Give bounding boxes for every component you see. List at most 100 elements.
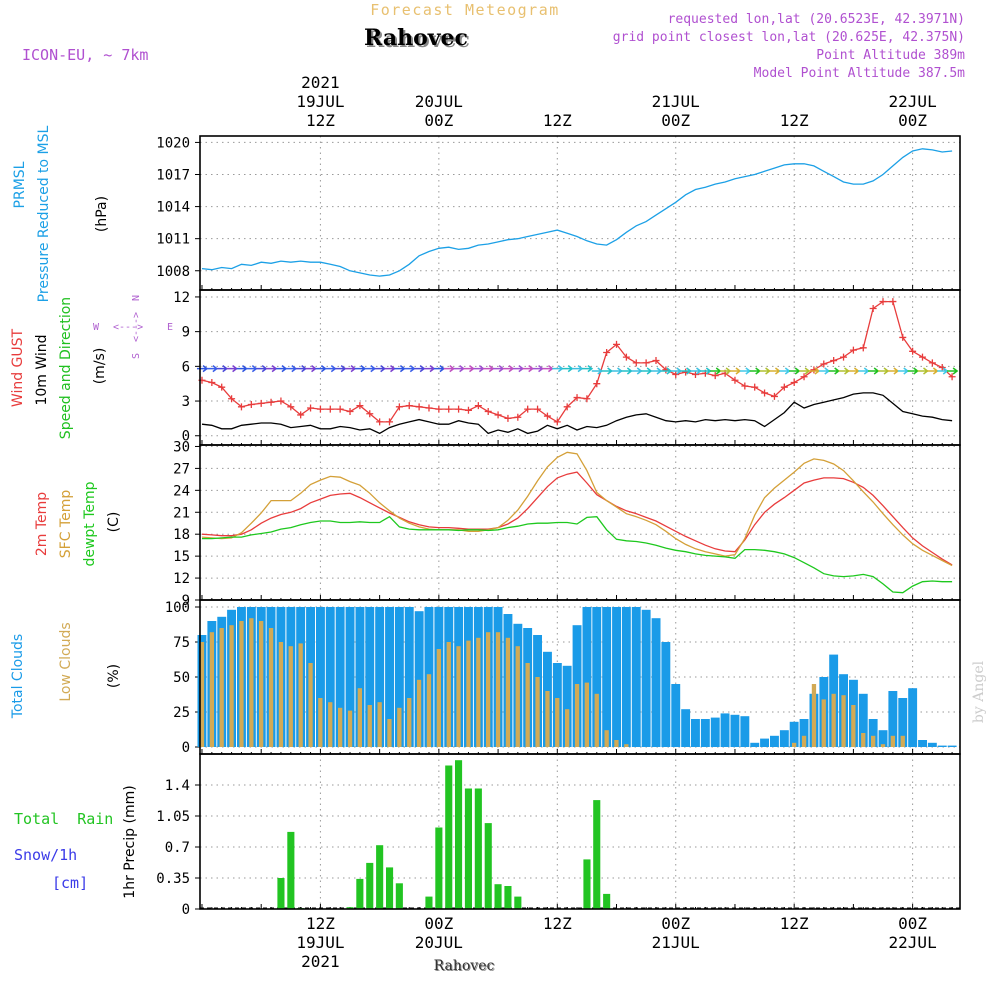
credit-watermark: by Angel: [971, 660, 987, 723]
bar-low-clouds: [505, 637, 511, 747]
bar-rain: [277, 878, 285, 909]
time-label: 19JUL: [296, 933, 344, 952]
bar-low-clouds: [584, 682, 589, 747]
time-label: 00Z: [424, 111, 453, 130]
gust-point: [613, 340, 621, 348]
bar-rain: [603, 893, 611, 909]
y-tick-label: 1017: [156, 168, 190, 184]
bar-low-clouds: [377, 702, 382, 747]
gust-point: [859, 344, 867, 352]
bar-total-clouds: [651, 618, 661, 747]
bar-rain: [474, 788, 482, 909]
y-tick-label: 27: [173, 461, 190, 477]
wind-label: 10m Wind: [34, 334, 50, 405]
y-tick-label: 0: [182, 902, 190, 918]
gust-point: [622, 353, 630, 361]
wind-direction-arrows: [196, 365, 959, 375]
gust-point: [405, 402, 413, 410]
gust-point: [435, 405, 443, 413]
bar-low-clouds: [486, 632, 491, 747]
gust-point: [849, 346, 857, 354]
wind-direction-arrow: [838, 367, 850, 375]
time-label: 00Z: [661, 111, 690, 130]
y-tick-label: 6: [182, 359, 190, 375]
time-label: 00Z: [424, 914, 453, 933]
bar-low-clouds: [801, 735, 807, 747]
bar-low-clouds: [249, 618, 254, 747]
bar-total-clouds: [760, 738, 769, 747]
pressure-label: PRMSL: [12, 161, 28, 208]
bar-rain: [514, 896, 522, 909]
bar-total-clouds: [365, 607, 375, 747]
bar-low-clouds: [841, 695, 846, 747]
time-label: 12Z: [780, 111, 809, 130]
temperature-panel: 9 12 15 18 21 24 27 30: [173, 439, 961, 609]
gust-point: [356, 402, 364, 410]
gust-point: [316, 405, 324, 413]
gust-point: [800, 373, 808, 381]
bar-total-clouds: [602, 607, 612, 747]
time-label: 00Z: [898, 914, 927, 933]
time-label: 22JUL: [889, 933, 937, 952]
series-line-sfc-temp: [201, 451, 953, 567]
bar-total-clouds: [316, 607, 325, 747]
wind-direction-arrow: [246, 365, 258, 373]
bar-low-clouds: [288, 646, 293, 747]
wind-direction-arrow: [631, 367, 643, 375]
bar-rain: [346, 907, 354, 909]
gust-point: [484, 407, 492, 415]
gust-point: [228, 395, 236, 403]
gust-point: [386, 418, 394, 426]
wind-direction-arrow: [502, 365, 515, 373]
precipitation-frame: [199, 753, 961, 910]
clouds-y-axis: 0 25 50 75 100: [165, 600, 953, 756]
sfc-temp-label: SFC Temp: [58, 490, 74, 559]
gust-point: [346, 407, 354, 415]
bar-rain: [425, 896, 433, 909]
gust-point: [731, 376, 739, 384]
pressure-y-axis: 1008 1011 1014 1017 1020: [156, 135, 953, 290]
compass-west: W: [93, 322, 100, 333]
wind-direction-arrow: [552, 365, 564, 373]
gust-point: [534, 405, 542, 413]
bar-total-clouds: [730, 714, 740, 747]
bar-low-clouds: [545, 691, 550, 747]
gust-point: [415, 403, 423, 411]
y-tick-label: 75: [173, 635, 190, 651]
bar-low-clouds: [495, 632, 501, 747]
gust-point: [918, 353, 926, 361]
gust-point: [790, 379, 798, 387]
bar-low-clouds: [328, 702, 333, 747]
gust-point: [761, 389, 769, 397]
bar-total-clouds: [641, 609, 651, 747]
wind-direction-arrow: [779, 367, 791, 375]
wind-direction-arrow: [799, 367, 811, 375]
low-clouds-label: Low Clouds: [58, 622, 74, 701]
y-tick-label: 15: [173, 549, 190, 565]
bar-low-clouds: [268, 628, 274, 747]
bar-total-clouds: [770, 735, 779, 747]
gust-point: [336, 405, 344, 413]
wind-direction-arrow: [828, 367, 840, 375]
total-clouds-label: Total Clouds: [10, 634, 26, 719]
bar-total-clouds: [898, 698, 908, 747]
wind-direction-arrow: [601, 367, 613, 375]
time-label: 2021: [301, 952, 340, 971]
temp2m-label: 2m Temp: [34, 492, 50, 556]
bar-rain: [455, 760, 463, 909]
gust-point: [326, 405, 334, 413]
gust-point: [889, 298, 897, 306]
gust-point: [899, 333, 907, 341]
bar-low-clouds: [446, 642, 451, 747]
bar-total-clouds: [345, 607, 355, 747]
wind-direction-arrow: [621, 367, 633, 375]
y-tick-label: 0.7: [165, 840, 190, 856]
gust-point: [691, 370, 699, 378]
wind-unit: (m/s): [92, 348, 108, 385]
time-label: 00Z: [898, 111, 927, 130]
time-label: 2021: [301, 73, 340, 92]
gust-point: [632, 359, 640, 367]
bar-low-clouds: [535, 677, 540, 747]
gust-point: [208, 379, 216, 387]
